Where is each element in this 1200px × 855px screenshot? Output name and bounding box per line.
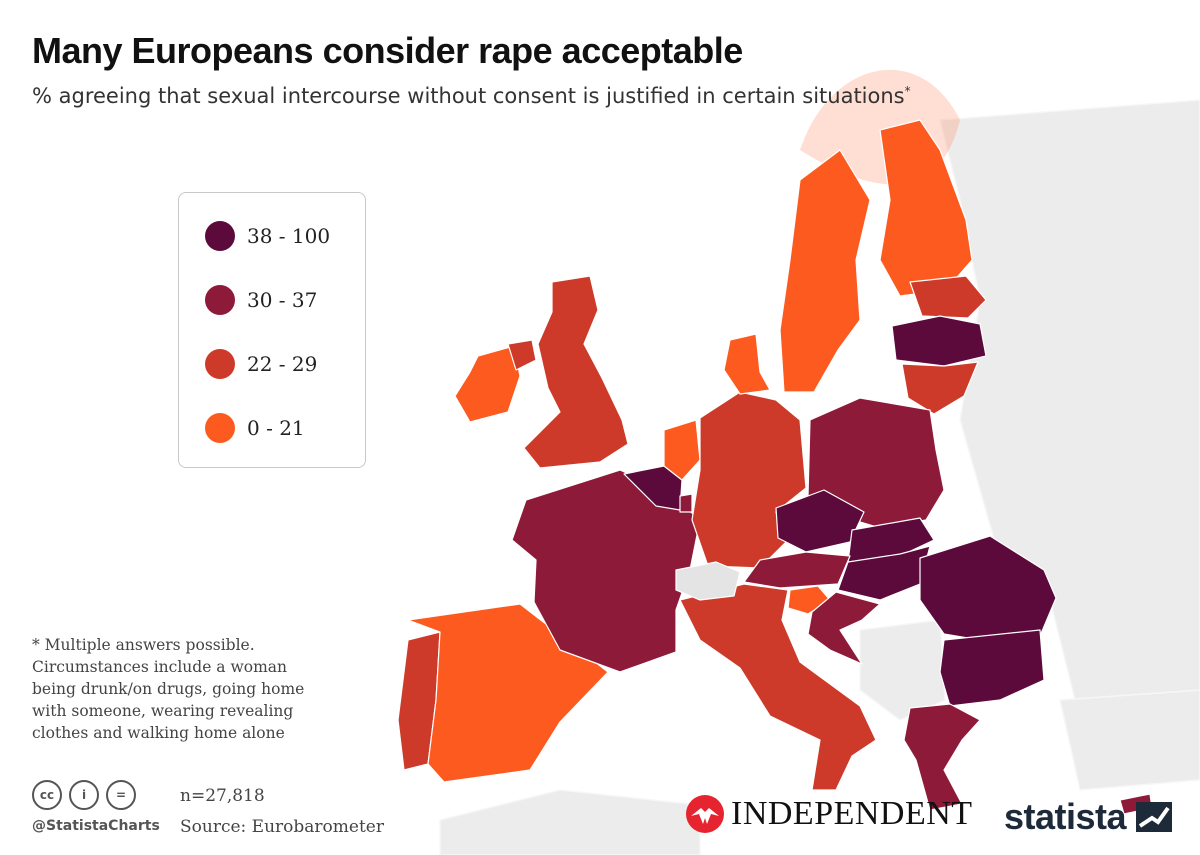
country-austria xyxy=(743,551,851,589)
legend-item-0-21: 0 - 21 xyxy=(205,413,305,443)
country-bulgaria xyxy=(939,629,1045,707)
eagle-icon xyxy=(686,795,724,833)
legend: 38 - 100 30 - 37 22 - 29 0 - 21 xyxy=(178,192,366,468)
legend-swatch xyxy=(205,413,235,443)
country-latvia xyxy=(891,315,987,367)
country-italy xyxy=(679,583,877,791)
source-note: Source: Eurobarometer xyxy=(180,817,384,837)
legend-label: 0 - 21 xyxy=(247,416,305,440)
country-luxembourg xyxy=(679,493,693,513)
twitter-handle: @StatistaCharts xyxy=(32,818,160,834)
legend-item-30-37: 30 - 37 xyxy=(205,285,317,315)
legend-item-38-100: 38 - 100 xyxy=(205,221,330,251)
country-denmark xyxy=(723,333,771,395)
subtitle-text: % agreeing that sexual intercourse witho… xyxy=(32,84,905,108)
country-united-kingdom xyxy=(523,275,629,469)
country-northern-ireland xyxy=(507,339,537,371)
country-sweden xyxy=(779,149,871,393)
statista-logo: statista xyxy=(1004,796,1174,838)
legend-label: 22 - 29 xyxy=(247,352,318,376)
cc-icon: cc xyxy=(32,780,62,810)
attribution-icon: i xyxy=(69,780,99,810)
country-estonia xyxy=(909,275,987,319)
subtitle-footnote-mark: * xyxy=(904,84,911,98)
country-switzerland-non-eu xyxy=(675,561,741,601)
footnote: * Multiple answers possible. Circumstanc… xyxy=(32,634,362,744)
country-greece xyxy=(903,703,981,811)
chart-subtitle: % agreeing that sexual intercourse witho… xyxy=(32,84,911,108)
sample-size: n=27,818 xyxy=(180,786,265,806)
publisher-name: INDEPENDENT xyxy=(731,795,973,832)
footnote-line: with someone, wearing revealing xyxy=(32,702,294,720)
footnote-line: Circumstances include a woman xyxy=(32,658,288,676)
footnote-line: being drunk/on drugs, going home xyxy=(32,680,305,698)
legend-swatch xyxy=(205,349,235,379)
no-derivatives-icon: = xyxy=(106,780,136,810)
license-icons: cc i = xyxy=(32,780,136,810)
country-ireland xyxy=(454,345,521,423)
statista-mark-icon xyxy=(1136,802,1173,832)
legend-item-22-29: 22 - 29 xyxy=(205,349,317,379)
country-finland xyxy=(879,119,973,297)
legend-swatch xyxy=(205,221,235,251)
footnote-line: * Multiple answers possible. xyxy=(32,636,255,654)
legend-swatch xyxy=(205,285,235,315)
country-lithuania xyxy=(901,361,979,415)
legend-label: 30 - 37 xyxy=(247,288,318,312)
independent-logo: INDEPENDENT xyxy=(685,794,973,834)
chart-title: Many Europeans consider rape acceptable xyxy=(32,30,743,71)
brand-name: statista xyxy=(1004,796,1127,837)
country-belgium xyxy=(623,465,683,511)
legend-label: 38 - 100 xyxy=(247,224,331,248)
footnote-line: clothes and walking home alone xyxy=(32,724,285,742)
country-netherlands xyxy=(663,419,701,481)
country-croatia xyxy=(807,591,881,665)
background-land xyxy=(439,99,1200,855)
